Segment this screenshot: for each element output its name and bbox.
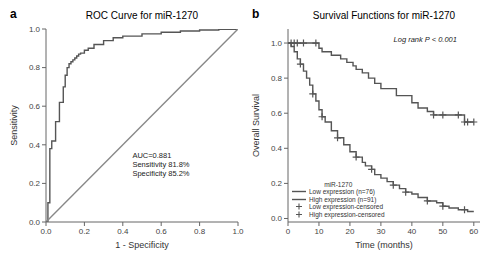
svg-text:40: 40 bbox=[407, 227, 416, 236]
svg-text:0.6: 0.6 bbox=[29, 102, 41, 111]
svg-text:1.0: 1.0 bbox=[29, 25, 41, 34]
svg-text:0.4: 0.4 bbox=[29, 141, 41, 150]
html-text:b: b bbox=[252, 7, 260, 21]
svg-text:Time (months): Time (months) bbox=[355, 240, 413, 250]
svg-text:0.2: 0.2 bbox=[79, 227, 91, 236]
svg-text:0.4: 0.4 bbox=[117, 227, 129, 236]
html-text:Survival Functions for miR-127: Survival Functions for miR-1270 bbox=[312, 10, 456, 21]
svg-text:0.8: 0.8 bbox=[29, 63, 41, 72]
svg-text:0: 0 bbox=[286, 227, 291, 236]
html-text:Log rank P < 0.001: Log rank P < 0.001 bbox=[393, 34, 457, 44]
svg-text:Overall Survival: Overall Survival bbox=[251, 94, 261, 157]
svg-text:1.0: 1.0 bbox=[232, 227, 244, 236]
svg-text:10: 10 bbox=[315, 227, 324, 236]
svg-text:0.0: 0.0 bbox=[29, 218, 41, 227]
svg-text:50: 50 bbox=[438, 227, 447, 236]
svg-text:0.6: 0.6 bbox=[156, 227, 168, 236]
svg-text:0.0: 0.0 bbox=[40, 227, 52, 236]
svg-text:1 - Specificity: 1 - Specificity bbox=[115, 240, 169, 250]
html-text:miR-1270: miR-1270 bbox=[324, 180, 353, 188]
svg-text:20: 20 bbox=[345, 227, 354, 236]
svg-text:0.2: 0.2 bbox=[271, 179, 283, 188]
html-text:High expression-censored: High expression-censored bbox=[309, 210, 385, 218]
svg-text:1.0: 1.0 bbox=[271, 39, 283, 48]
html-text:Low expression-censored: Low expression-censored bbox=[309, 203, 384, 210]
svg-text:0.0: 0.0 bbox=[271, 214, 283, 223]
svg-text:0.8: 0.8 bbox=[194, 227, 206, 236]
svg-text:0.8: 0.8 bbox=[271, 74, 283, 83]
html-text:ROC Curve for miR-1270: ROC Curve for miR-1270 bbox=[85, 10, 199, 21]
svg-text:Sensitivity: Sensitivity bbox=[9, 105, 19, 146]
html-text:AUC=0.881 Sensitivity 81.8% Sp: AUC=0.881 Sensitivity 81.8% Specificity … bbox=[132, 150, 190, 178]
svg-text:0.6: 0.6 bbox=[271, 109, 283, 118]
svg-text:0.2: 0.2 bbox=[29, 179, 41, 188]
html-text:Low expression (n=76): Low expression (n=76) bbox=[309, 188, 375, 195]
svg-text:30: 30 bbox=[376, 227, 385, 236]
svg-text:0.4: 0.4 bbox=[271, 144, 283, 153]
html-text:a: a bbox=[10, 7, 17, 21]
html-text:High expression (n=91): High expression (n=91) bbox=[309, 195, 377, 203]
svg-text:60: 60 bbox=[469, 227, 478, 236]
